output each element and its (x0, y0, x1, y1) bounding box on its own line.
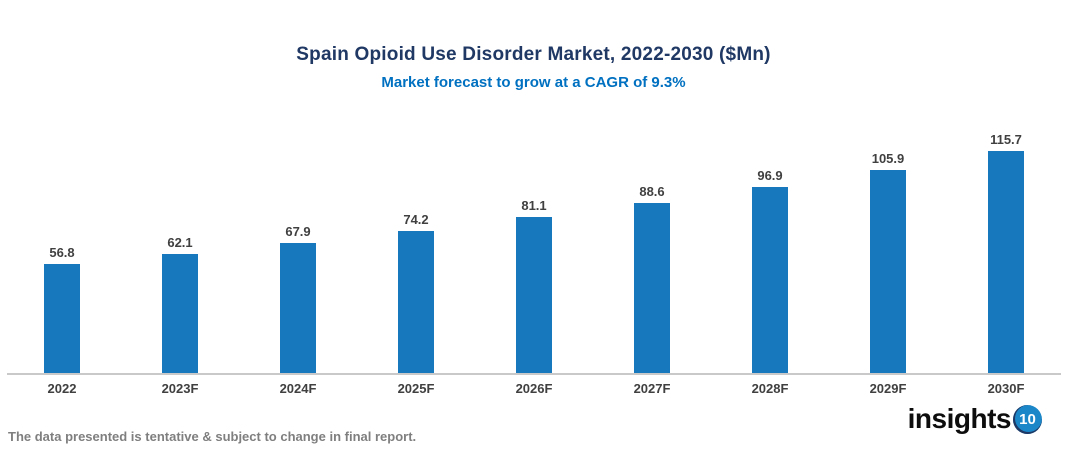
value-label-2027F: 88.6 (639, 184, 665, 199)
bar-2022 (44, 264, 80, 373)
value-label-2024F: 67.9 (285, 224, 311, 239)
value-label-2022: 56.8 (49, 245, 75, 260)
bars-container: 56.8 62.1 67.9 74.2 81.1 88.6 96.9 105.9 115.7 (3, 120, 1065, 373)
bar-column-2026F: 81.1 (475, 198, 593, 373)
value-label-2029F: 105.9 (871, 151, 905, 166)
logo-text: insights (907, 403, 1012, 434)
bar-2027F (634, 203, 670, 373)
x-axis-labels: 2022 2023F 2024F 2025F 2026F 2027F 2028F 2029F 2… (3, 381, 1065, 396)
value-label-2025F: 74.2 (403, 212, 429, 227)
bar-column-2025F: 74.2 (357, 212, 475, 373)
chart-subtitle: Market forecast to grow at a CAGR of 9.3… (381, 74, 686, 91)
bar-2025F (398, 231, 434, 373)
x-axis-label-2023F: 2023F (161, 381, 199, 396)
x-axis-label-2026F: 2026F (515, 381, 553, 396)
x-axis-label-2030F: 2030F (987, 381, 1025, 396)
bar-column-2028F: 96.9 (711, 168, 829, 373)
value-label-2026F: 81.1 (521, 198, 547, 213)
x-axis-label-2025F: 2025F (397, 381, 435, 396)
value-label-2028F: 96.9 (757, 168, 783, 183)
value-label-2030F: 115.7 (990, 132, 1022, 147)
bar-2026F (516, 217, 552, 373)
bar-chart-plot: 56.8 62.1 67.9 74.2 81.1 88.6 96.9 105.9 115.7 2… (3, 120, 1065, 398)
bar-2028F (752, 187, 788, 373)
x-axis-label-2027F: 2027F (633, 381, 671, 396)
chart-title: Spain Opioid Use Disorder Market, 2022-2… (296, 44, 771, 65)
bar-2029F (870, 170, 906, 373)
bar-column-2023F: 62.1 (121, 235, 239, 373)
disclaimer-text: The data presented is tentative & subjec… (8, 429, 417, 444)
bar-2030F (988, 151, 1024, 373)
bar-column-2024F: 67.9 (239, 224, 357, 373)
x-axis-label-2022: 2022 (47, 381, 77, 396)
bar-2024F (280, 243, 316, 373)
bar-column-2027F: 88.6 (593, 184, 711, 373)
x-axis-label-2028F: 2028F (751, 381, 789, 396)
value-label-2023F: 62.1 (167, 235, 193, 250)
bar-column-2030F: 115.7 (947, 132, 1065, 373)
insights10-logo: insights 10 (908, 403, 1042, 435)
x-axis-line (7, 373, 1061, 375)
bar-column-2022: 56.8 (3, 245, 121, 373)
bar-column-2029F: 105.9 (829, 151, 947, 373)
bar-2023F (162, 254, 198, 373)
x-axis-label-2024F: 2024F (279, 381, 317, 396)
x-axis-label-2029F: 2029F (869, 381, 907, 396)
logo-badge: 10 (1013, 404, 1042, 434)
